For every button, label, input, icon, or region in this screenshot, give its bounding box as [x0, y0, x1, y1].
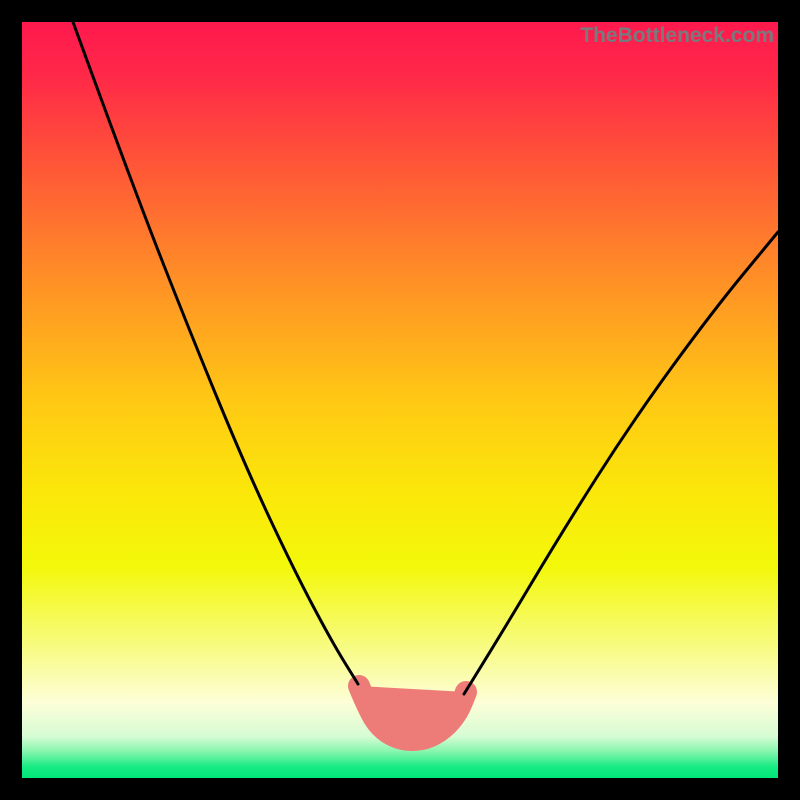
watermark-text: TheBottleneck.com [580, 24, 774, 48]
curves-layer [22, 22, 778, 778]
curve-left [73, 22, 358, 684]
chart-frame: TheBottleneck.com [0, 0, 800, 800]
curve-right [464, 232, 778, 694]
valley-marker [359, 686, 466, 740]
